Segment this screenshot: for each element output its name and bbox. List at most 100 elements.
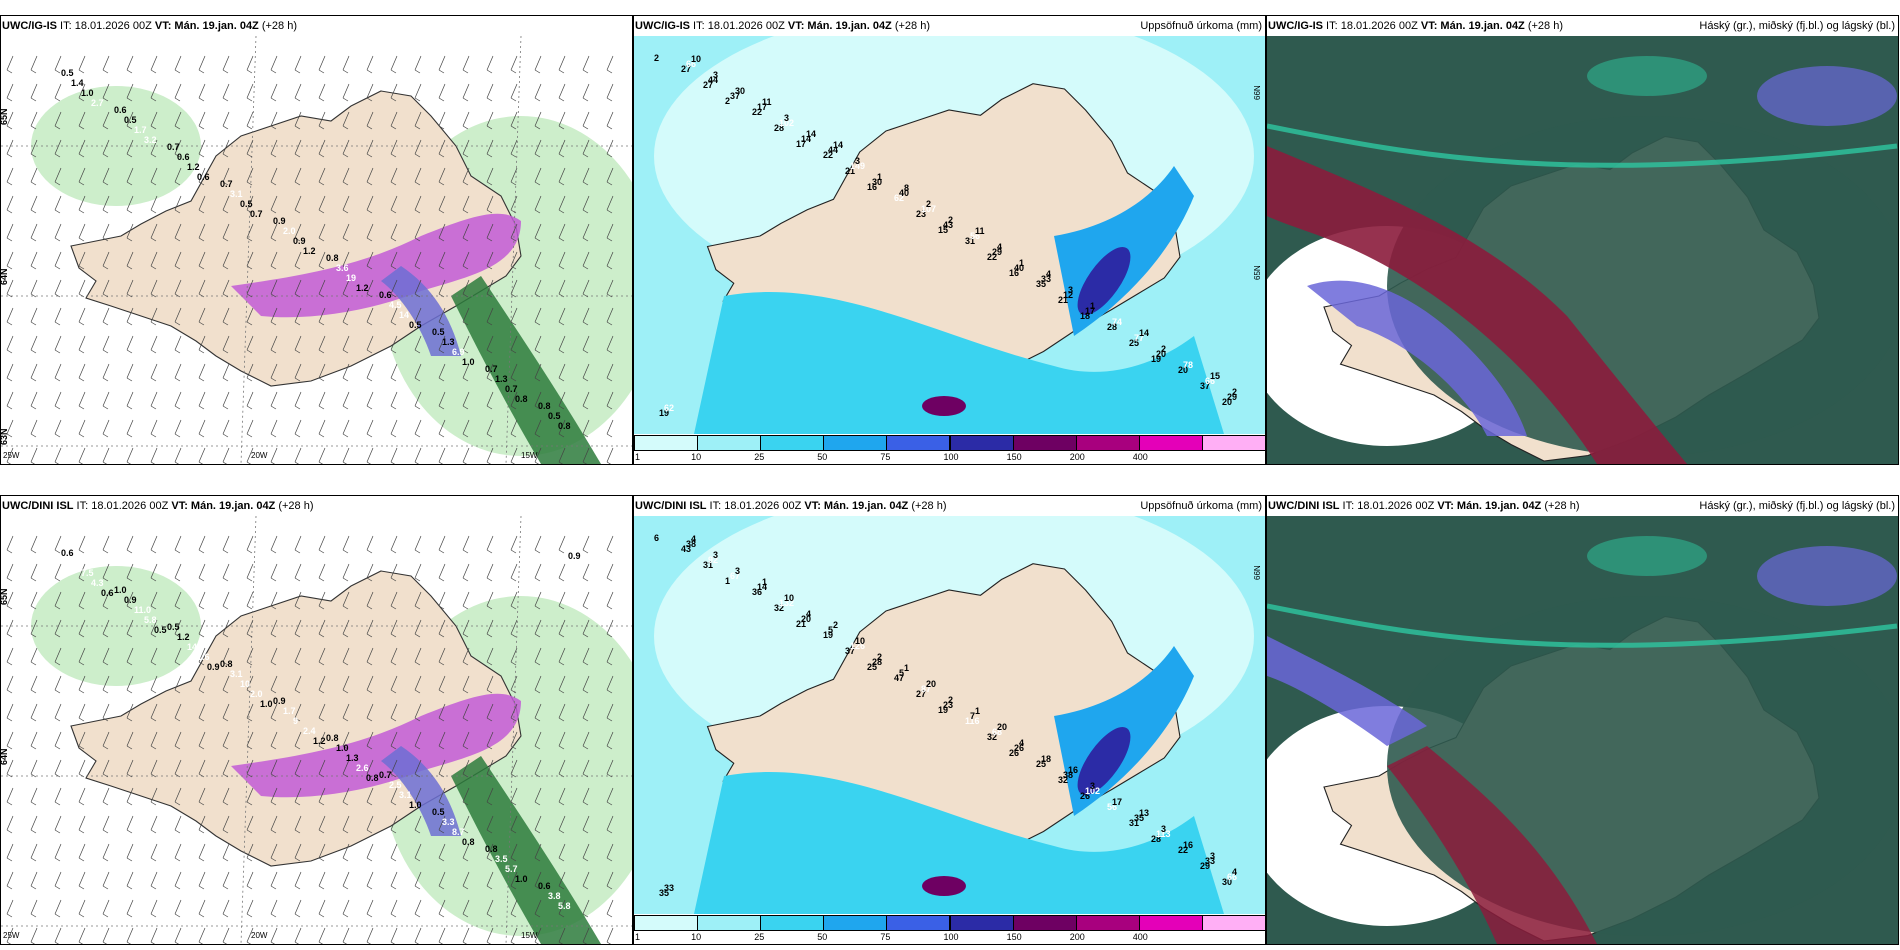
panel-header: UWC/IG-IS IT: 18.01.2026 00Z VT: Mán. 19… bbox=[634, 16, 1265, 36]
precip-value-label: 14 bbox=[801, 134, 811, 144]
wind-barb bbox=[414, 83, 422, 102]
precip-value-label: 0.8 bbox=[558, 421, 571, 431]
colorbar-swatch bbox=[1075, 915, 1140, 931]
wind-barb bbox=[414, 447, 422, 464]
wind-barb bbox=[78, 871, 86, 890]
wind-barb bbox=[438, 843, 446, 862]
wind-barb bbox=[150, 139, 158, 158]
precip-value-label: 43 bbox=[943, 220, 953, 230]
colorbar-tick-label: 50 bbox=[817, 452, 828, 462]
wind-barb bbox=[30, 815, 38, 834]
precip-value-label: 62 bbox=[664, 403, 674, 413]
wind-barb bbox=[438, 619, 446, 638]
panel-header: UWC/DINI ISL IT: 18.01.2026 00Z VT: Mán.… bbox=[634, 496, 1265, 516]
precip-value-label: 23 bbox=[916, 209, 926, 219]
precip-value-label: 28 bbox=[774, 123, 784, 133]
wind-barb bbox=[270, 335, 278, 354]
wind-barb bbox=[318, 111, 326, 130]
wind-barb bbox=[294, 55, 302, 74]
wind-barb bbox=[246, 591, 254, 610]
precip-value-label: 7 bbox=[970, 711, 975, 721]
wind-barb bbox=[222, 363, 230, 382]
wind-barb bbox=[198, 703, 206, 722]
low-cloud-patch bbox=[1587, 536, 1707, 576]
wind-barb bbox=[414, 591, 422, 610]
precip-value-label: 43 bbox=[681, 544, 691, 554]
precip-value-label: 3 bbox=[713, 550, 718, 560]
panel-ig-accum: UWC/IG-IS IT: 18.01.2026 00Z VT: Mán. 19… bbox=[633, 15, 1266, 465]
wind-barb bbox=[582, 307, 590, 326]
wind-barb bbox=[270, 139, 278, 158]
precip-value-label: 1 bbox=[725, 576, 730, 586]
wind-barb bbox=[390, 223, 398, 242]
precip-value-label: 0.7 bbox=[220, 179, 233, 189]
wind-barb bbox=[366, 83, 374, 102]
wind-barb bbox=[342, 419, 350, 438]
wind-barb bbox=[150, 535, 158, 554]
wind-barb bbox=[30, 363, 38, 382]
wind-barb bbox=[102, 55, 110, 74]
wind-barb bbox=[414, 787, 422, 806]
wind-barb bbox=[342, 647, 350, 666]
wind-barb bbox=[534, 703, 542, 722]
precip-value-label: 20 bbox=[801, 614, 811, 624]
wind-barb bbox=[222, 251, 230, 270]
wind-barb bbox=[54, 111, 62, 130]
wind-barb bbox=[78, 335, 86, 354]
wind-barb bbox=[78, 647, 86, 666]
wind-barb bbox=[462, 927, 470, 944]
wind-barb bbox=[534, 675, 542, 694]
wind-barb bbox=[270, 447, 278, 464]
wind-barb bbox=[174, 787, 182, 806]
wind-barb bbox=[126, 419, 134, 438]
wind-barb bbox=[582, 139, 590, 158]
wind-barb bbox=[294, 647, 302, 666]
wind-barb bbox=[318, 307, 326, 326]
wind-barb bbox=[222, 55, 230, 74]
precip-value-label: 38 bbox=[686, 539, 696, 549]
precip-value-label: 0.5 bbox=[432, 327, 445, 337]
wind-barb bbox=[606, 419, 614, 438]
precip-value-label: 25 bbox=[1129, 338, 1139, 348]
wind-barb bbox=[6, 55, 14, 74]
wind-barb bbox=[390, 927, 398, 944]
wind-barb bbox=[150, 591, 158, 610]
wind-barb bbox=[198, 647, 206, 666]
wind-barb bbox=[486, 647, 494, 666]
wind-barb bbox=[78, 251, 86, 270]
precip-value-label: 35 bbox=[1134, 813, 1144, 823]
wind-barb bbox=[222, 675, 230, 694]
wind-barb bbox=[534, 391, 542, 410]
colorbar-swatch bbox=[634, 435, 699, 451]
wind-barb bbox=[294, 335, 302, 354]
wind-barb bbox=[462, 731, 470, 750]
lon-label: 15W bbox=[521, 931, 538, 940]
precip-value-label: 1.2 bbox=[177, 632, 190, 642]
wind-barb bbox=[6, 843, 14, 862]
wind-barb bbox=[174, 843, 182, 862]
precip-value-label: 16 bbox=[1068, 765, 1078, 775]
precip-value-label: 0.5 bbox=[154, 625, 167, 635]
wind-barb bbox=[246, 535, 254, 554]
wind-barb bbox=[462, 447, 470, 464]
precip-value-label: 6.9 bbox=[452, 347, 465, 357]
wind-barb bbox=[270, 111, 278, 130]
wind-barb bbox=[54, 279, 62, 298]
wind-barb bbox=[534, 55, 542, 74]
wind-barb bbox=[510, 675, 518, 694]
precip-value-label: 8 bbox=[904, 183, 909, 193]
precip-value-label: 7.5 bbox=[81, 568, 94, 578]
wind-barb bbox=[294, 703, 302, 722]
wind-barb bbox=[246, 927, 254, 944]
wind-barb bbox=[222, 647, 230, 666]
wind-barb bbox=[486, 787, 494, 806]
wind-barb bbox=[30, 55, 38, 74]
precip-value-label: 20 bbox=[926, 679, 936, 689]
wind-barb bbox=[534, 927, 542, 944]
wind-barb bbox=[222, 167, 230, 186]
precip-value-label: 37 bbox=[1200, 381, 1210, 391]
wind-barb bbox=[366, 279, 374, 298]
wind-barb bbox=[558, 591, 566, 610]
precip-value-label: 40 bbox=[1014, 263, 1024, 273]
wind-barb bbox=[438, 83, 446, 102]
